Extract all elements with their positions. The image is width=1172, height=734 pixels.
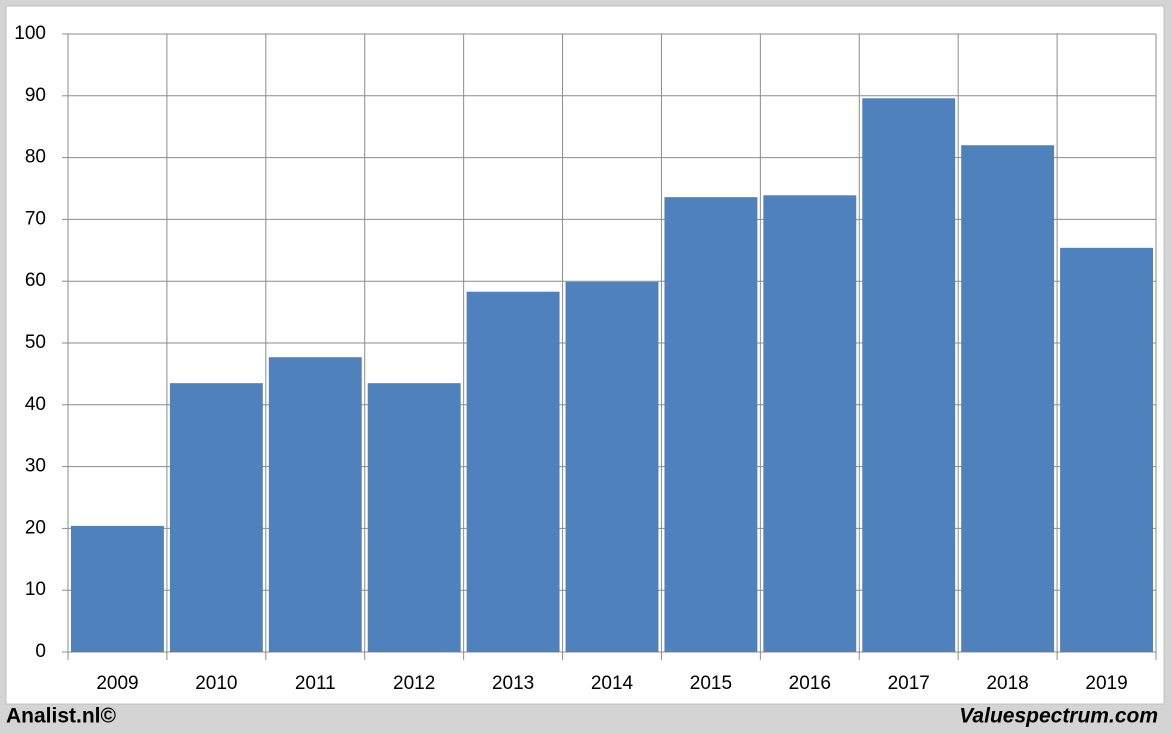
bar (862, 98, 956, 653)
y-tick-label: 100 (14, 23, 46, 44)
x-tick-label: 2016 (789, 673, 831, 694)
bar (565, 281, 659, 652)
y-tick-label: 20 (25, 517, 46, 538)
x-tick-label: 2012 (393, 673, 435, 694)
x-tick-label: 2019 (1085, 673, 1127, 694)
y-tick-label: 70 (25, 208, 46, 229)
x-tick-label: 2009 (96, 673, 138, 694)
bar (367, 383, 461, 652)
y-tick-label: 80 (25, 147, 46, 168)
bar (71, 525, 164, 652)
bar (466, 291, 560, 652)
bar (1060, 247, 1153, 652)
y-tick-label: 60 (25, 270, 46, 291)
y-tick-label: 50 (25, 332, 46, 353)
bar (268, 357, 362, 652)
y-tick-label: 10 (25, 579, 46, 600)
y-tick-label: 90 (25, 85, 46, 106)
x-tick-label: 2015 (690, 673, 732, 694)
x-tick-label: 2011 (295, 673, 336, 694)
bar (664, 197, 758, 653)
x-tick-label: 2017 (888, 673, 930, 694)
x-tick-label: 2014 (591, 673, 634, 694)
x-tick-label: 2010 (195, 673, 237, 694)
y-tick-label: 0 (35, 641, 46, 662)
bar (763, 195, 857, 652)
x-tick-label: 2018 (986, 673, 1028, 694)
bar (961, 145, 1055, 653)
footer-right: Valuespectrum.com (959, 705, 1158, 728)
y-tick-label: 40 (25, 394, 46, 415)
x-tick-label: 2013 (492, 673, 534, 694)
footer-left: Analist.nl© (6, 705, 117, 728)
bar (169, 383, 263, 652)
y-tick-label: 30 (25, 456, 46, 477)
